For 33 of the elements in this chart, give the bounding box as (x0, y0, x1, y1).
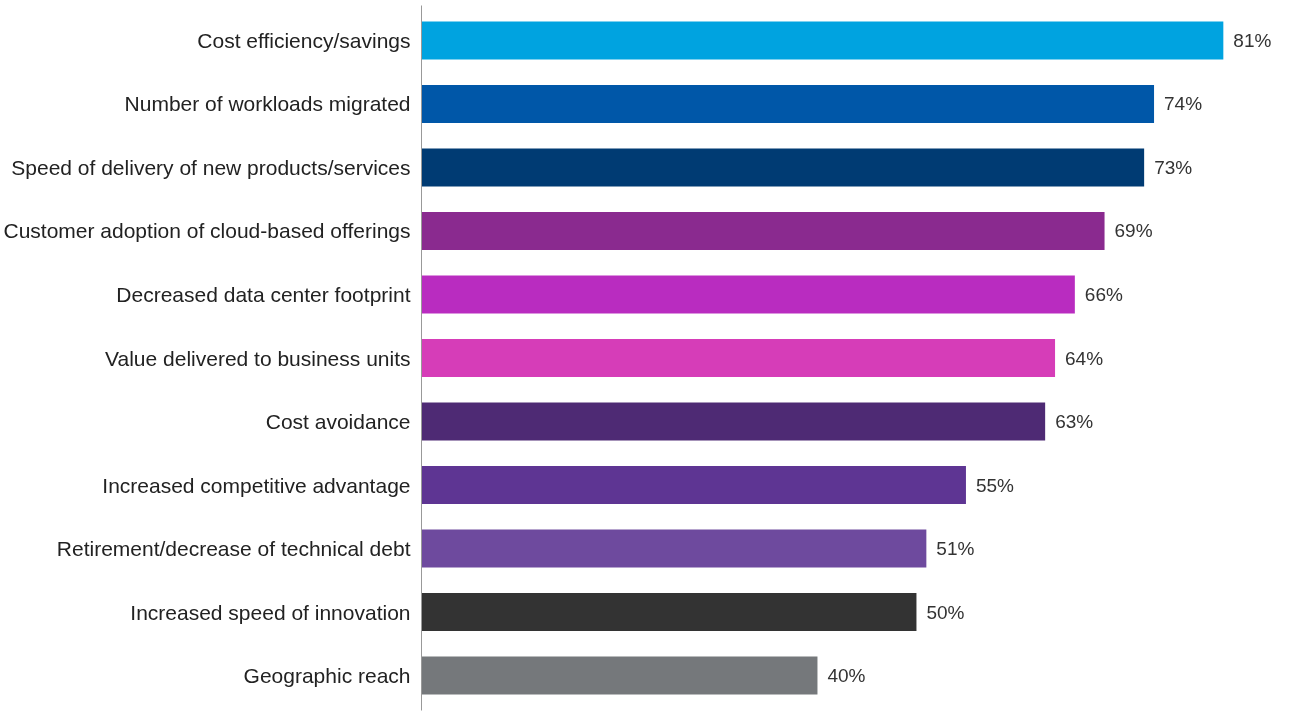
y-tick-label: Retirement/decrease of technical debt (56, 537, 411, 561)
bar (421, 211, 1105, 251)
y-tick-label: Increased competitive advantage (102, 473, 411, 497)
data-label: 81% (1233, 29, 1272, 51)
data-label: 66% (1084, 283, 1123, 305)
y-tick-label: Number of workloads migrated (124, 92, 411, 116)
y-tick-label: Geographic reach (243, 664, 411, 688)
data-label: 64% (1065, 347, 1104, 369)
bar (421, 529, 927, 568)
y-tick-label: Decreased data center footprint (116, 282, 411, 306)
bar (421, 338, 1056, 378)
bar (421, 593, 917, 632)
data-label: 63% (1055, 411, 1094, 433)
bar (421, 84, 1155, 123)
data-label: 51% (936, 538, 975, 560)
bar (421, 402, 1046, 441)
bar (421, 275, 1075, 314)
y-tick-label: Customer adoption of cloud-based offerings (3, 219, 411, 243)
y-tick-label: Speed of delivery of new products/services (11, 155, 411, 179)
y-tick-label: Cost avoidance (265, 410, 411, 434)
data-label: 69% (1114, 220, 1153, 242)
data-label: 50% (926, 601, 965, 623)
y-tick-label: Cost efficiency/savings (197, 28, 411, 52)
data-label: 74% (1164, 93, 1203, 115)
y-tick-label: Increased speed of innovation (130, 600, 411, 624)
data-label: 73% (1154, 156, 1193, 178)
bar (421, 148, 1145, 187)
data-label: 40% (827, 665, 866, 687)
y-tick-label: Value delivered to business units (105, 346, 411, 370)
bar (421, 465, 966, 505)
data-label: 55% (975, 474, 1015, 496)
bar (421, 656, 818, 695)
bar (421, 21, 1224, 60)
